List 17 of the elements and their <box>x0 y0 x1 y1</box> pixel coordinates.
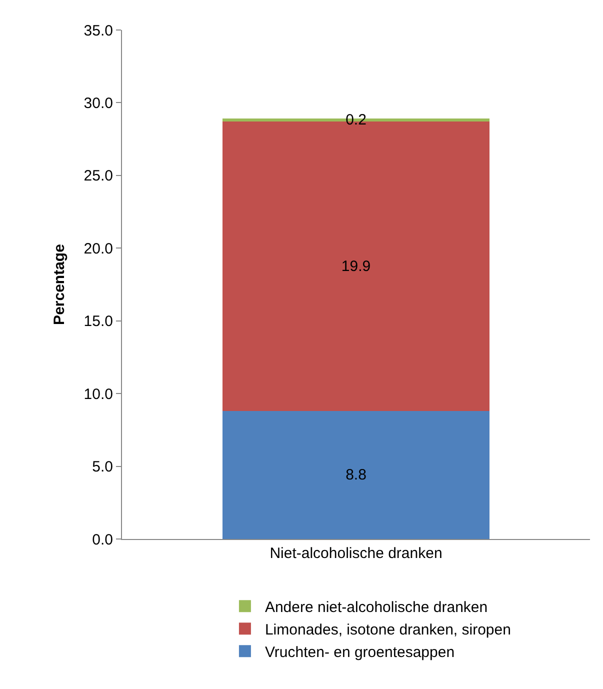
y-tick-label: 30.0 <box>84 94 113 112</box>
y-tick-label: 10.0 <box>84 386 113 403</box>
x-tick-label: Niet-alcoholische dranken <box>270 545 442 562</box>
data-label: 19.9 <box>341 258 371 275</box>
y-tick-label: 5.0 <box>92 458 113 476</box>
legend-label: Vruchten- en groentesappen <box>264 644 455 661</box>
data-label: 8.8 <box>346 466 366 484</box>
y-tick-label: 25.0 <box>84 168 113 185</box>
y-tick-label: 35.0 <box>84 22 113 40</box>
legend-label: Andere niet-alcoholische dranken <box>264 599 488 616</box>
y-tick-label: 20.0 <box>84 240 113 258</box>
y-tick-label: 15.0 <box>84 313 113 330</box>
bar <box>222 411 490 539</box>
y-axis-title: Percentage <box>51 244 68 325</box>
y-tick-label: 0.0 <box>92 531 113 548</box>
data-label: 0.2 <box>346 112 366 129</box>
legend-label: Limonades, isotone dranken, siropen <box>264 622 511 638</box>
